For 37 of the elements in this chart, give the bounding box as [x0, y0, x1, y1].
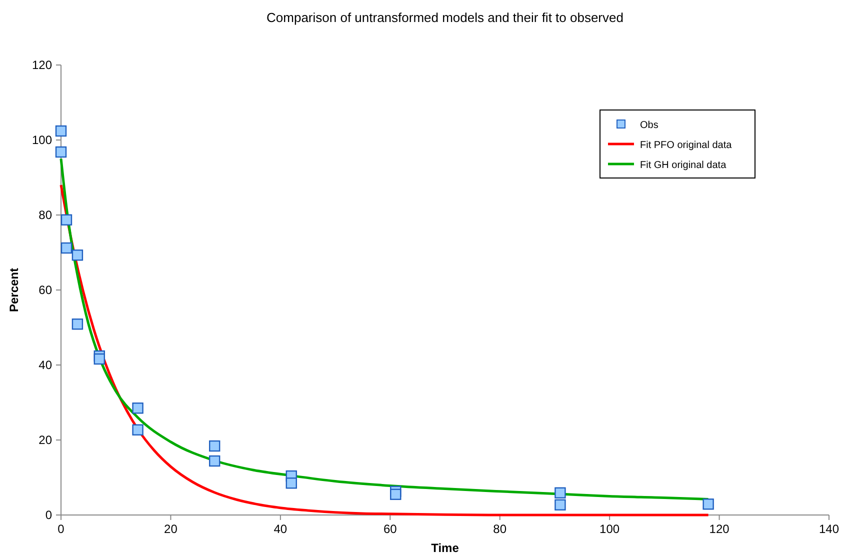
y-tick-label: 0 [45, 508, 52, 522]
y-tick-label: 100 [32, 133, 52, 147]
x-tick-label: 0 [58, 522, 65, 536]
point [554, 499, 566, 510]
point [94, 353, 105, 365]
chart-title: Comparison of untransformed models and their fit to observed [266, 10, 624, 25]
point [286, 478, 297, 489]
x-tick-label: 120 [709, 522, 730, 536]
x-tick-label: 140 [818, 522, 840, 536]
point [209, 455, 220, 467]
point [72, 250, 84, 261]
x-axis-title: Time [431, 541, 460, 555]
y-axis-title: Percent [7, 268, 21, 312]
point [390, 488, 402, 500]
point [702, 498, 714, 510]
point [209, 440, 220, 452]
point [55, 125, 67, 137]
y-tick-label: 120 [32, 58, 52, 72]
legend-label: Fit GH original data [640, 160, 727, 171]
y-tick-label: 60 [38, 283, 52, 297]
point [132, 402, 144, 414]
y-tick-label: 80 [38, 208, 52, 222]
x-tick-label: 60 [383, 522, 398, 536]
point [72, 318, 84, 330]
point [60, 214, 72, 226]
x-tick-label: 40 [274, 522, 288, 536]
x-tick-label: 100 [600, 522, 620, 536]
point [55, 146, 67, 158]
legend-label: Obs [640, 120, 658, 131]
point [60, 242, 72, 254]
x-tick-label: 20 [164, 522, 178, 536]
x-tick-label: 80 [493, 522, 507, 536]
y-tick-label: 40 [38, 358, 52, 372]
legend-label: Fit PFO original data [640, 140, 732, 151]
point [132, 424, 144, 436]
y-tick-label: 20 [38, 433, 52, 447]
point [554, 487, 566, 498]
